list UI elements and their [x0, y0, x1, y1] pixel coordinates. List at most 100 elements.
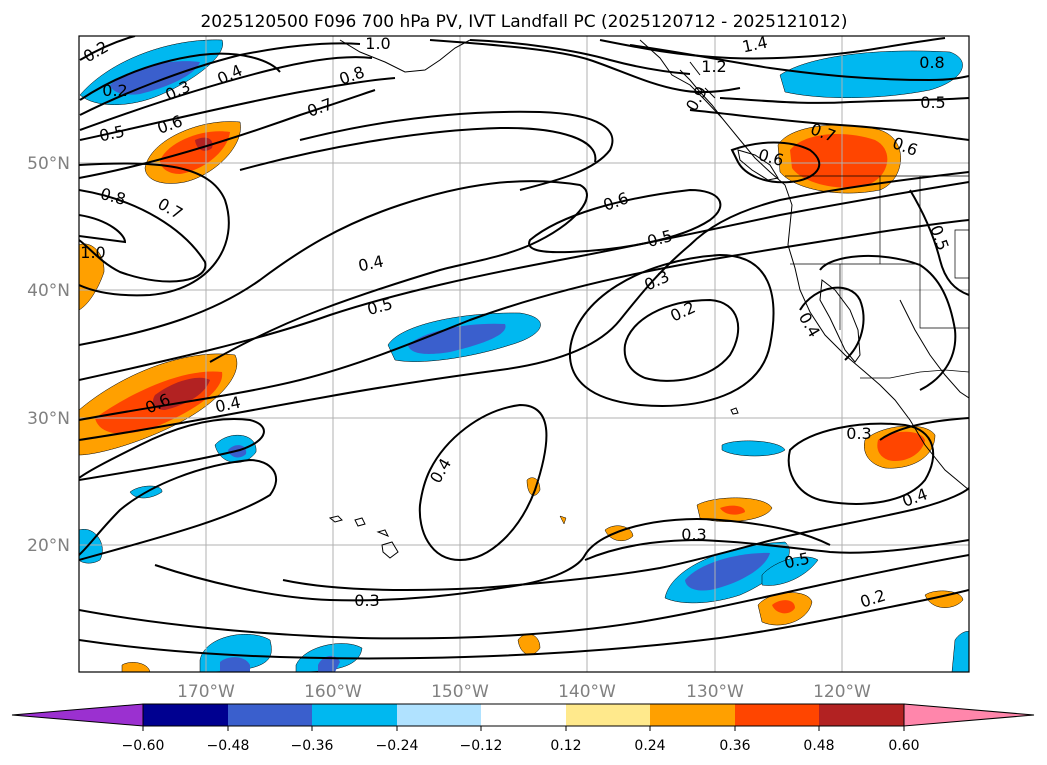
- lat-tick-label: 40°N: [27, 281, 70, 301]
- lon-tick-label: 150°W: [431, 682, 489, 702]
- contour-line: [79, 77, 396, 141]
- contour-line: [689, 109, 969, 141]
- baja-peninsula: [819, 279, 861, 363]
- contour-line: [584, 538, 969, 561]
- contour-label: 0.4: [213, 393, 242, 417]
- shade-neg-blob: [779, 50, 963, 99]
- colorbar: −0.60 −0.48 −0.36 −0.24 −0.12 0.12 0.24 …: [11, 703, 1035, 754]
- shade-pos-core: [877, 431, 925, 462]
- contour-line: [79, 219, 969, 421]
- contour-line: [79, 36, 136, 61]
- colorbar-segment: [650, 704, 735, 726]
- contour-line: [429, 39, 741, 94]
- contour-label: 0.5: [782, 549, 811, 573]
- pv-contours: [79, 36, 969, 660]
- contour-line: [719, 97, 969, 104]
- lat-tick-label: 20°N: [27, 536, 70, 556]
- contour-line: [79, 180, 588, 363]
- contour-line: [79, 554, 969, 640]
- contour-line: [79, 418, 265, 481]
- colorbar-tick-label: 0.60: [888, 738, 919, 754]
- shade-neg-blob: [761, 556, 819, 586]
- contour-line: [154, 518, 831, 602]
- colorbar-segment: [312, 704, 397, 726]
- colorbar-tick-label: −0.24: [376, 738, 419, 754]
- colorbar-segment: [481, 704, 566, 726]
- lon-tick-label: 130°W: [686, 682, 744, 702]
- shade-pos-blob: [121, 662, 151, 672]
- contour-line: [239, 126, 597, 171]
- shade-pos-center: [153, 377, 210, 410]
- contour-line: [79, 458, 277, 561]
- shade-neg-core: [685, 552, 770, 591]
- colorbar-extend-high: [903, 703, 1035, 727]
- shade-pos-blob: [559, 515, 567, 525]
- contour-label: 1.0: [365, 34, 390, 53]
- contour-line: [819, 255, 957, 391]
- lon-tick-label: 140°W: [558, 682, 616, 702]
- contour-line: [282, 487, 969, 591]
- contour-line: [79, 162, 230, 297]
- colorbar-tick-label: 0.36: [719, 738, 750, 754]
- shade-neg-core: [110, 61, 200, 95]
- colorbar-tick-label: −0.60: [122, 738, 165, 754]
- contour-label: 1.2: [701, 57, 726, 76]
- contour-line: [787, 422, 935, 505]
- coastlines: [328, 39, 969, 559]
- colorbar-tick-label: −0.12: [460, 738, 503, 754]
- contour-label: 0.2: [102, 81, 127, 100]
- contour-line: [79, 52, 281, 101]
- contour-line: [879, 417, 969, 441]
- contour-line: [79, 189, 207, 283]
- shade-pos-blob: [924, 590, 964, 608]
- contour-line: [799, 286, 865, 361]
- contour-label: 0.5: [97, 122, 126, 146]
- contour-line: [629, 44, 969, 82]
- contour-line: [79, 42, 361, 116]
- colorbar-tick-label: −0.36: [291, 738, 334, 754]
- shade-pos-core: [720, 505, 745, 515]
- contour-label: 1.4: [740, 33, 769, 57]
- state-borders: [790, 176, 969, 330]
- contour-line: [299, 110, 614, 191]
- colorbar-tick-label: 0.48: [803, 738, 834, 754]
- latitude-tick-labels: 20°N 30°N 40°N 50°N: [27, 154, 70, 556]
- lon-tick-label: 160°W: [304, 682, 362, 702]
- shade-neg-core: [220, 657, 250, 672]
- contour-label: 0.5: [920, 93, 945, 112]
- contour-label: 0.3: [846, 424, 871, 443]
- colorbar-tick-label: 0.24: [634, 738, 665, 754]
- figure-title: 2025120500 F096 700 hPa PV, IVT Landfall…: [200, 12, 847, 32]
- shade-pos-core: [772, 600, 795, 614]
- map-frame: [78, 35, 970, 673]
- shade-neg-core: [318, 655, 340, 672]
- contour-line: [730, 141, 821, 184]
- colorbar-frame: [142, 703, 905, 727]
- hawaiian-islands: [328, 515, 399, 559]
- contour-line: [568, 253, 775, 407]
- longitude-tick-labels: 170°W 160°W 150°W 140°W 130°W 120°W: [177, 682, 871, 702]
- colorbar-segment: [735, 704, 819, 726]
- contour-line: [79, 214, 127, 244]
- contour-label: 0.4: [356, 252, 385, 276]
- lon-tick-label: 170°W: [177, 682, 235, 702]
- shade-neg-blob: [951, 631, 969, 672]
- colorbar-segment: [397, 704, 481, 726]
- contour-label: 0.3: [681, 525, 706, 544]
- north-america-coast: [639, 39, 969, 491]
- contour-line: [528, 188, 722, 254]
- contour-label: 1.0: [80, 243, 105, 262]
- lon-tick-label: 120°W: [813, 682, 871, 702]
- gulf-california-coast: [899, 299, 969, 399]
- vancouver-island: [737, 149, 779, 181]
- shade-neg-blob: [721, 440, 786, 457]
- lat-tick-label: 50°N: [27, 154, 70, 174]
- contour-line: [623, 298, 740, 382]
- alaska-coast: [339, 39, 471, 73]
- contour-line: [79, 89, 376, 179]
- colorbar-segment: [228, 704, 312, 726]
- colorbar-segment: [566, 704, 650, 726]
- guadalupe-island: [730, 407, 739, 415]
- contour-line: [79, 589, 969, 660]
